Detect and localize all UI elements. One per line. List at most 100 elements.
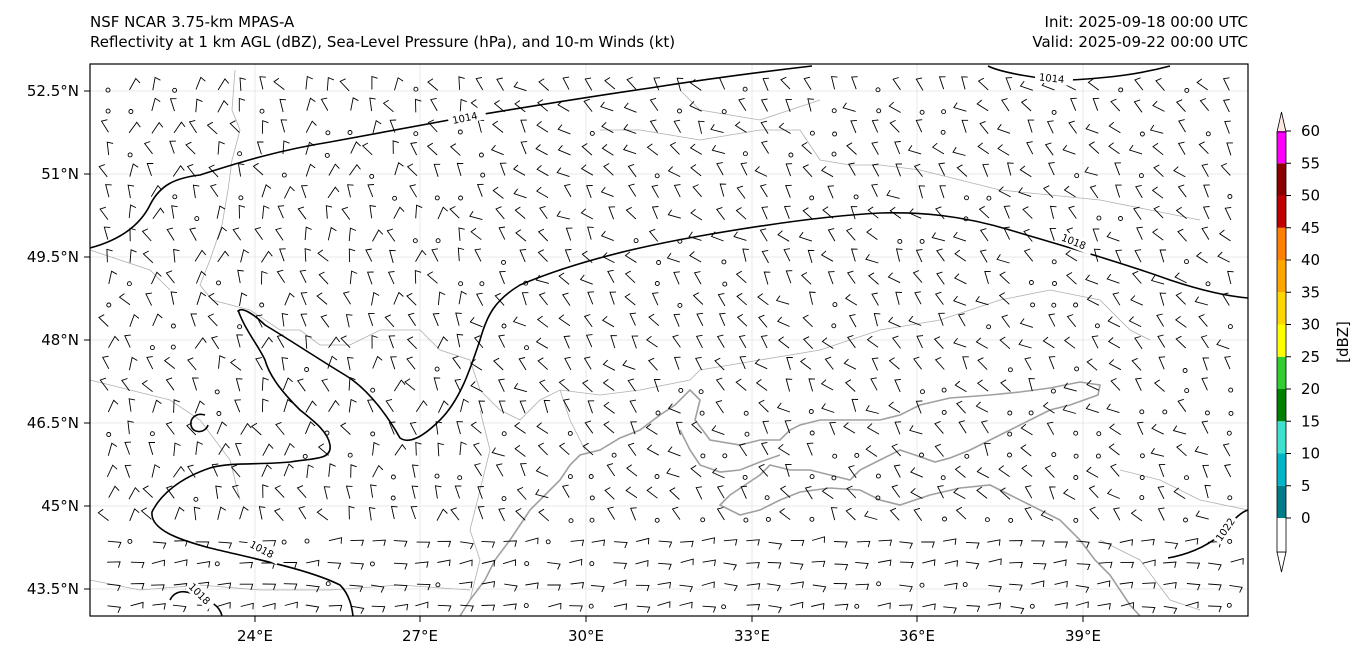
wind-barb bbox=[372, 441, 380, 456]
calm-wind-circle bbox=[193, 496, 199, 502]
wind-barb bbox=[735, 207, 747, 220]
wind-barb bbox=[878, 559, 892, 567]
wind-barb bbox=[1019, 80, 1033, 91]
wind-barb bbox=[845, 507, 856, 521]
wind-barb bbox=[415, 441, 422, 456]
wind-barb bbox=[821, 337, 834, 349]
wind-barb bbox=[305, 400, 317, 413]
wind-barb bbox=[195, 541, 210, 548]
wind-barb bbox=[912, 270, 923, 283]
wind-barb bbox=[1091, 335, 1099, 349]
wind-barb bbox=[888, 357, 900, 370]
wind-barb bbox=[1134, 336, 1143, 350]
wind-barb bbox=[339, 78, 350, 92]
calm-wind-circle bbox=[304, 538, 310, 544]
wind-barb bbox=[274, 485, 285, 498]
wind-barb bbox=[1048, 162, 1055, 176]
calm-wind-circle bbox=[434, 473, 440, 479]
wind-barb bbox=[1155, 77, 1165, 91]
wind-barb bbox=[1024, 357, 1032, 371]
calm-wind-circle bbox=[1184, 259, 1189, 265]
calm-wind-circle bbox=[1007, 367, 1013, 373]
calm-wind-circle bbox=[1228, 387, 1234, 393]
wind-barb bbox=[107, 540, 122, 549]
wind-barb bbox=[1156, 313, 1164, 327]
wind-barb bbox=[195, 441, 203, 455]
wind-barb bbox=[1106, 231, 1120, 242]
wind-barb bbox=[140, 507, 152, 520]
wind-barb bbox=[996, 254, 1010, 264]
wind-barb bbox=[124, 441, 132, 455]
calm-wind-circle bbox=[1008, 517, 1014, 523]
wind-barb bbox=[776, 316, 790, 327]
calm-wind-circle bbox=[1227, 495, 1233, 501]
wind-barb bbox=[936, 271, 945, 285]
wind-barb bbox=[1120, 602, 1134, 609]
wind-barb bbox=[603, 421, 615, 434]
wind-barb bbox=[473, 463, 482, 477]
wind-barb bbox=[128, 486, 140, 500]
calm-wind-circle bbox=[875, 473, 881, 479]
wind-barb bbox=[194, 249, 207, 262]
wind-barb bbox=[1040, 510, 1054, 521]
wind-barb bbox=[1177, 228, 1187, 242]
wind-barb bbox=[146, 163, 154, 177]
wind-barb bbox=[434, 485, 442, 499]
wind-barb bbox=[953, 337, 967, 348]
wind-barb bbox=[717, 292, 726, 307]
wind-barb bbox=[547, 561, 561, 570]
wind-barb bbox=[304, 421, 316, 435]
wind-barb bbox=[1175, 206, 1187, 220]
calm-wind-circle bbox=[1074, 366, 1080, 372]
wind-barb bbox=[1075, 584, 1090, 593]
wind-barb bbox=[1115, 184, 1122, 198]
wind-barb bbox=[784, 420, 792, 434]
wind-barb bbox=[956, 164, 968, 177]
wind-barb bbox=[1010, 606, 1025, 615]
wind-barb bbox=[866, 423, 880, 435]
wind-barb bbox=[367, 184, 375, 198]
wind-barb bbox=[174, 559, 188, 566]
wind-barb bbox=[514, 444, 526, 457]
wind-barb bbox=[846, 334, 856, 349]
wind-barb bbox=[394, 603, 409, 611]
wind-barb bbox=[519, 249, 527, 263]
calm-wind-circle bbox=[744, 431, 750, 437]
wind-barb bbox=[371, 291, 380, 306]
wind-barb bbox=[127, 420, 134, 435]
contour-small-loop bbox=[190, 413, 209, 433]
wind-barb bbox=[537, 249, 548, 262]
wind-barb bbox=[433, 377, 441, 391]
calm-wind-circle bbox=[1205, 131, 1211, 137]
colorbar-swatch bbox=[1277, 389, 1286, 422]
wind-barb bbox=[194, 337, 207, 349]
wind-barb bbox=[426, 271, 438, 284]
wind-barb bbox=[348, 248, 356, 263]
wind-barb bbox=[390, 356, 397, 370]
wind-barb bbox=[918, 185, 926, 199]
calm-wind-circle bbox=[1138, 173, 1144, 179]
calm-wind-circle bbox=[567, 430, 573, 436]
calm-wind-circle bbox=[259, 302, 265, 308]
wind-barb bbox=[370, 484, 377, 498]
wind-barb bbox=[649, 97, 659, 111]
wind-barb bbox=[372, 464, 384, 478]
calm-wind-circle bbox=[876, 581, 882, 587]
wind-barb bbox=[803, 76, 812, 90]
wind-barb bbox=[435, 421, 443, 435]
calm-wind-circle bbox=[722, 453, 728, 459]
wind-barb bbox=[820, 379, 834, 391]
wind-barb bbox=[1086, 466, 1099, 478]
wind-barb bbox=[558, 442, 570, 456]
wind-barb bbox=[1109, 423, 1121, 435]
wind-barb bbox=[165, 270, 175, 284]
wind-barb bbox=[152, 603, 166, 610]
calm-wind-circle bbox=[721, 109, 727, 115]
wind-barb bbox=[195, 98, 203, 113]
wind-barb bbox=[965, 561, 980, 570]
lon-axis: 24°E 27°E 30°E 33°E 36°E 39°E bbox=[237, 616, 1101, 645]
wind-barb bbox=[629, 312, 637, 326]
wind-barb bbox=[260, 270, 268, 285]
contour-1014-east bbox=[987, 65, 1171, 81]
wind-barb bbox=[894, 421, 902, 435]
